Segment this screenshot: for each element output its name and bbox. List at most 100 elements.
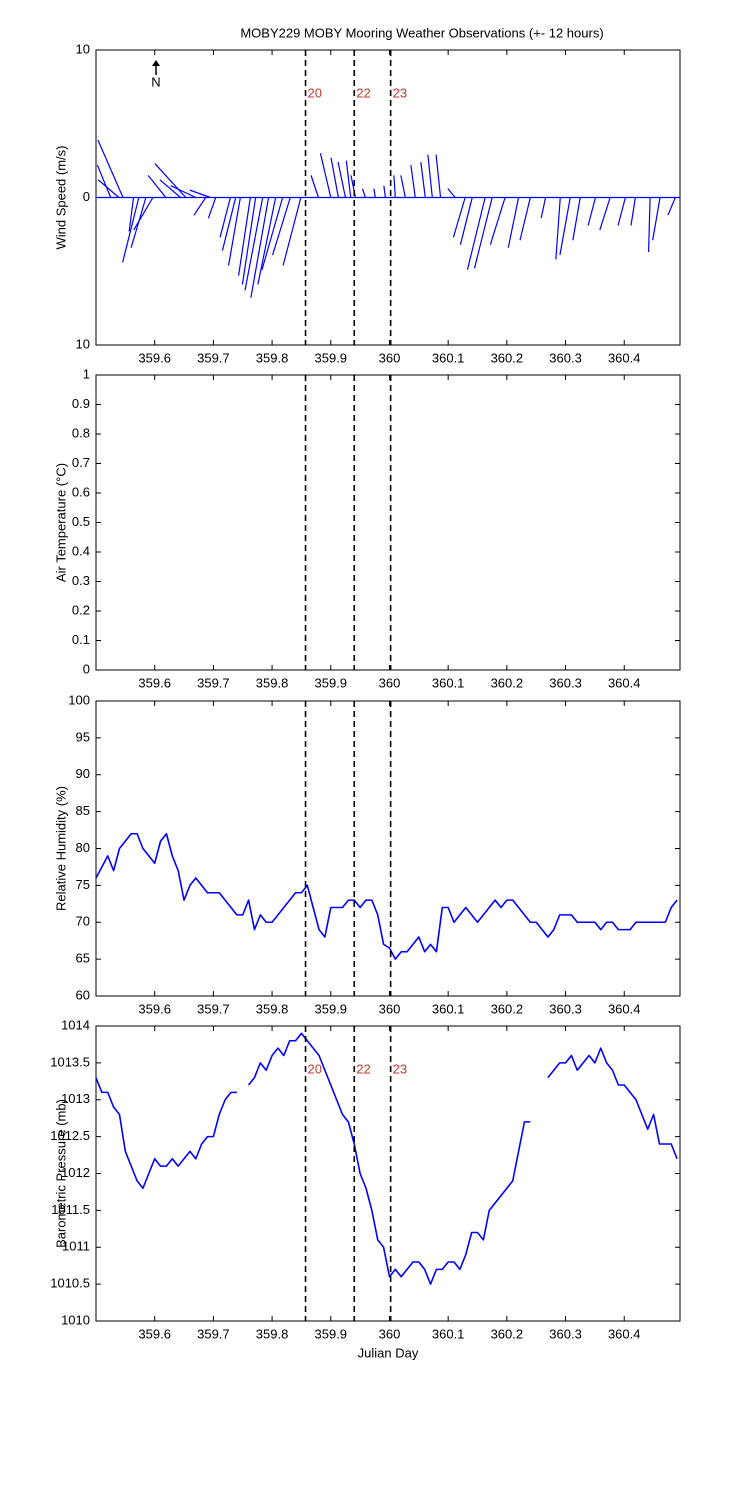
wind-stick xyxy=(647,197,651,253)
wind-stick xyxy=(447,188,456,198)
wind-stick xyxy=(159,179,181,198)
y-tick-label: 95 xyxy=(76,729,90,744)
y-axis-label: Barometric Pressure (mb) xyxy=(53,1099,68,1248)
y-tick-label: 1011.5 xyxy=(51,1202,90,1217)
wind-stick xyxy=(572,197,581,241)
wind-stick xyxy=(189,189,211,199)
annotation: N xyxy=(151,74,160,89)
y-tick-label: 0.3 xyxy=(72,573,90,588)
wind-stick xyxy=(599,197,611,231)
x-tick-label: 359.9 xyxy=(315,350,348,365)
x-tick-label: 360.3 xyxy=(549,1326,582,1341)
y-tick-label: 1 xyxy=(83,366,90,381)
wind-stick xyxy=(147,175,167,198)
wind-stick xyxy=(555,197,561,260)
y-tick-label: 1011 xyxy=(62,1239,90,1254)
y-tick-label: 100 xyxy=(68,692,90,707)
y-tick-label: 0.9 xyxy=(72,396,90,411)
wind-stick xyxy=(241,197,257,285)
x-tick-label: 360.2 xyxy=(491,1001,524,1016)
wind-stick xyxy=(221,197,237,251)
wind-stick xyxy=(122,197,140,263)
wind-stick xyxy=(193,197,207,216)
x-tick-label: 359.6 xyxy=(138,1326,171,1341)
x-tick-label: 360.1 xyxy=(432,1326,465,1341)
x-tick-label: 359.8 xyxy=(256,350,289,365)
wind-stick xyxy=(207,197,217,219)
chart-title: MOBY229 MOBY Mooring Weather Observation… xyxy=(240,25,603,40)
x-tick-label: 360.1 xyxy=(432,1001,465,1016)
wind-stick xyxy=(361,188,366,198)
wind-stick xyxy=(373,188,376,198)
wind-stick xyxy=(587,197,597,226)
wind-stick xyxy=(559,197,571,256)
wind-stick xyxy=(630,197,636,226)
y-tick-label: 1013 xyxy=(61,1091,90,1106)
x-tick-label: 360.1 xyxy=(432,675,465,690)
wind-stick xyxy=(133,197,154,231)
x-tick-label: 359.6 xyxy=(138,675,171,690)
wind-stick xyxy=(227,197,241,266)
x-tick-label: 360.3 xyxy=(549,1001,582,1016)
wind-stick xyxy=(667,197,676,216)
event-label: 23 xyxy=(393,85,407,100)
x-tick-label: 359.8 xyxy=(256,1001,289,1016)
wind-stick xyxy=(282,197,302,266)
x-tick-label: 359.7 xyxy=(197,1001,230,1016)
event-label: 20 xyxy=(308,1061,322,1076)
y-tick-label: 0.1 xyxy=(72,632,90,647)
wind-stick xyxy=(540,197,547,219)
wind-stick xyxy=(244,197,264,291)
x-tick-label: 359.6 xyxy=(138,1001,171,1016)
y-tick-label: 0.7 xyxy=(72,455,90,470)
x-tick-label: 359.8 xyxy=(256,1326,289,1341)
wind-stick xyxy=(128,197,135,232)
wind-stick xyxy=(652,197,661,241)
x-tick-label: 359.9 xyxy=(315,675,348,690)
wind-stick xyxy=(97,179,120,198)
y-tick-label: 70 xyxy=(76,914,90,929)
wind-stick xyxy=(345,160,352,198)
y-tick-label: 0.8 xyxy=(72,425,90,440)
wind-stick xyxy=(170,185,197,199)
y-tick-label: 1014 xyxy=(61,1017,90,1032)
wind-stick xyxy=(97,139,124,198)
y-tick-label: 90 xyxy=(76,766,90,781)
y-axis-label: Air Temperature (°C) xyxy=(53,463,68,582)
x-tick-label: 359.9 xyxy=(315,1001,348,1016)
wind-stick xyxy=(261,197,284,270)
wind-stick xyxy=(219,197,231,238)
x-tick-label: 360.3 xyxy=(549,350,582,365)
x-tick-label: 359.7 xyxy=(197,350,230,365)
wind-stick xyxy=(272,197,291,256)
y-tick-label: 1010.5 xyxy=(50,1276,90,1291)
y-tick-label: 0.5 xyxy=(72,514,90,529)
wind-stick xyxy=(154,163,187,198)
wind-stick xyxy=(250,197,270,298)
x-tick-label: 359.9 xyxy=(315,1326,348,1341)
y-tick-label: 1010 xyxy=(61,1312,90,1327)
y-tick-label: 80 xyxy=(76,840,90,855)
y-tick-label: 0 xyxy=(83,661,90,676)
wind-stick xyxy=(459,197,473,245)
wind-stick xyxy=(427,154,433,198)
x-tick-label: 360 xyxy=(379,675,401,690)
wind-stick xyxy=(489,197,506,245)
wind-stick xyxy=(393,175,396,198)
x-tick-label: 360 xyxy=(379,1001,401,1016)
event-label: 22 xyxy=(356,85,370,100)
wind-stick xyxy=(507,197,520,248)
wind-stick xyxy=(400,175,406,198)
y-tick-label: 85 xyxy=(76,803,90,818)
wind-stick xyxy=(337,161,347,198)
y-tick-label: 0 xyxy=(83,189,90,204)
y-tick-label: 1013.5 xyxy=(50,1054,90,1069)
event-label: 20 xyxy=(308,85,322,100)
y-tick-label: 0.4 xyxy=(72,543,90,558)
wind-stick xyxy=(617,197,626,226)
x-tick-label: 359.7 xyxy=(197,675,230,690)
wind-stick xyxy=(420,162,426,198)
y-axis-label: Wind Speed (m/s) xyxy=(53,145,68,249)
